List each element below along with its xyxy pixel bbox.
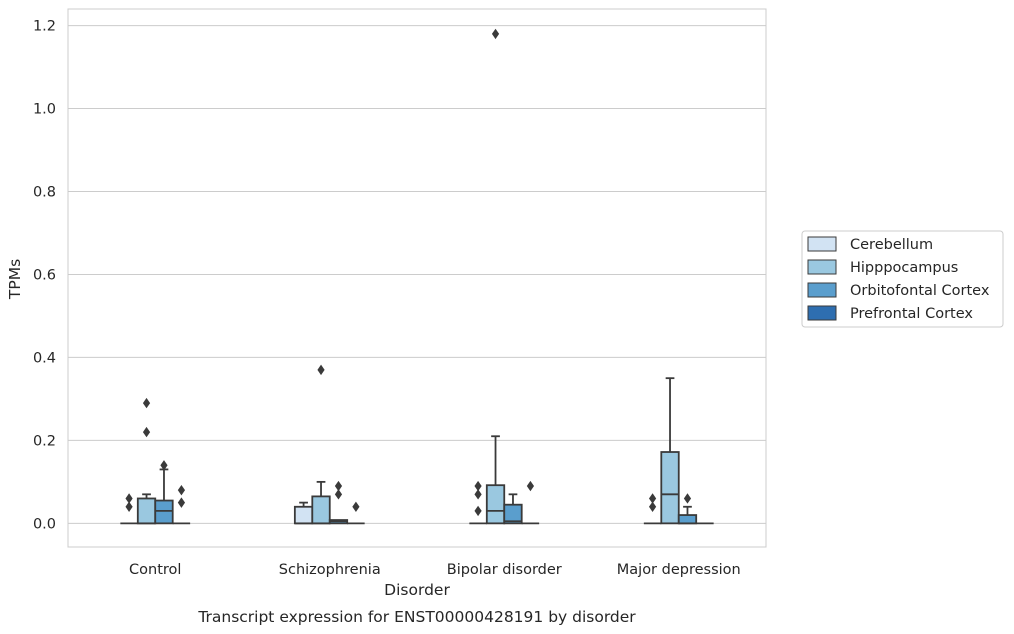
outlier-point	[648, 493, 657, 504]
outlier-point	[334, 489, 343, 500]
y-tick-labels: 0.0 0.2 0.4 0.6 0.8 1.0 1.2	[33, 19, 56, 533]
legend-item: Cerebellum	[807, 236, 933, 253]
outlier-point	[125, 501, 133, 512]
box-cerebellum	[293, 501, 314, 525]
x-tick-label: Control	[129, 562, 181, 578]
box-body	[136, 497, 157, 525]
legend-swatch	[807, 259, 837, 275]
legend-frame	[801, 230, 1004, 328]
legend-item: Prefrontal Cortex	[807, 305, 973, 322]
outlier-point	[352, 501, 360, 512]
y-tick-label: 0.6	[33, 267, 56, 283]
boxes	[120, 377, 714, 525]
chart-caption: Transcript expression for ENST0000042819…	[197, 608, 636, 626]
legend-swatch	[807, 305, 837, 321]
legend-label: Prefrontal Cortex	[850, 306, 973, 322]
outlier-point	[526, 480, 535, 492]
outlier-point	[177, 484, 186, 496]
box-orbitofontal-cortex	[154, 468, 174, 525]
box-body	[311, 495, 331, 525]
outlier-point	[317, 364, 325, 376]
y-tick-label: 0.4	[33, 350, 56, 366]
gridlines	[68, 25, 766, 524]
box-hipppocampus	[136, 493, 157, 525]
box-body	[485, 484, 506, 525]
x-axis-label: Disorder	[384, 581, 450, 599]
legend-swatch	[807, 282, 837, 298]
box-body	[293, 505, 314, 525]
box-hipppocampus	[311, 480, 331, 525]
box-body	[677, 514, 698, 525]
y-tick-label: 0.8	[33, 185, 56, 201]
x-tick-label: Major depression	[617, 562, 741, 578]
outlier-point	[474, 505, 482, 517]
outlier-point	[491, 28, 500, 40]
outlier-point	[142, 426, 151, 438]
plot-frame	[67, 8, 767, 548]
legend-item: Hipppocampus	[807, 259, 958, 276]
y-axis-label: TPMs	[6, 259, 24, 300]
box-body	[503, 503, 523, 525]
box-orbitofontal-cortex	[503, 493, 523, 525]
y-tick-label: 0.0	[33, 516, 56, 532]
outlier-point	[160, 460, 168, 471]
outlier-point	[648, 501, 657, 512]
outlier-point	[474, 489, 482, 500]
legend-item: Orbitofontal Cortex	[807, 282, 990, 299]
outlier-point	[125, 493, 133, 504]
outliers	[125, 28, 692, 517]
x-tick-label: Schizophrenia	[279, 562, 381, 578]
x-tick-labels: Control Schizophrenia Bipolar disorder Majo…	[129, 562, 741, 578]
outlier-point	[142, 397, 151, 409]
legend-label: Cerebellum	[850, 237, 933, 253]
outlier-point	[474, 480, 482, 492]
y-tick-label: 1.2	[33, 19, 56, 35]
box-body	[154, 499, 174, 525]
legend-swatch	[807, 236, 837, 252]
legend-label: Hipppocampus	[850, 260, 958, 276]
box-hipppocampus	[660, 377, 680, 525]
outlier-point	[334, 480, 343, 492]
x-tick-label: Bipolar disorder	[447, 562, 562, 578]
y-tick-label: 0.2	[33, 433, 56, 449]
outlier-point	[177, 497, 186, 508]
box-orbitofontal-cortex	[677, 505, 698, 525]
legend-label: Orbitofontal Cortex	[850, 283, 990, 299]
legend: Cerebellum Hipppocampus Orbitofontal Corte…	[801, 230, 1004, 328]
box-orbitofontal-cortex	[328, 519, 349, 525]
outlier-point	[683, 493, 692, 504]
box-body	[660, 451, 680, 525]
legend-items: Cerebellum Hipppocampus Orbitofontal Corte…	[807, 236, 990, 322]
box-hipppocampus	[485, 435, 506, 525]
y-tick-label: 1.0	[33, 102, 56, 118]
